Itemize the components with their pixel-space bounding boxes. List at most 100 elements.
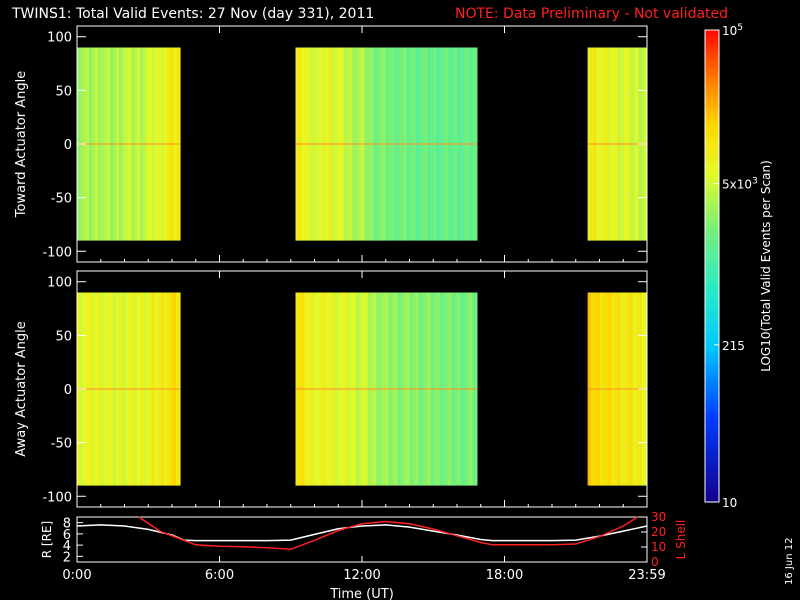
y-tick-label: 50	[55, 84, 72, 99]
colorbar-segment	[705, 486, 719, 491]
left-y-tick-label: 8	[63, 517, 71, 532]
colorbar-segment	[705, 146, 719, 151]
colorbar-segment	[705, 198, 719, 203]
colorbar-segment	[705, 282, 719, 287]
colorbar-segment	[705, 402, 719, 407]
y-axis-label: Away Actuator Angle	[14, 321, 29, 456]
left-y-tick-label: 4	[63, 539, 71, 554]
colorbar-segment	[705, 226, 719, 231]
colorbar-segment	[705, 374, 719, 379]
colorbar-segment	[705, 426, 719, 431]
colorbar-segment	[705, 398, 719, 403]
colorbar-segment	[705, 446, 719, 451]
r-axis-label: R [RE]	[40, 521, 54, 558]
colorbar-segment	[705, 66, 719, 71]
colorbar-segment	[705, 230, 719, 235]
colorbar-segment	[705, 134, 719, 139]
x-tick-label: 18:00	[486, 568, 523, 583]
colorbar-segment	[705, 86, 719, 91]
colorbar-segment	[705, 62, 719, 67]
colorbar-segment	[705, 170, 719, 175]
colorbar-segment	[705, 46, 719, 51]
colorbar-segment	[705, 350, 719, 355]
colorbar-segment	[705, 178, 719, 183]
colorbar-segment	[705, 162, 719, 167]
colorbar-segment	[705, 42, 719, 47]
colorbar-segment	[705, 334, 719, 339]
colorbar-segment	[705, 174, 719, 179]
colorbar-segment	[705, 222, 719, 227]
colorbar-segment	[705, 470, 719, 475]
colorbar-segment	[705, 314, 719, 319]
colorbar-segment	[705, 326, 719, 331]
y-tick-label: -100	[42, 245, 72, 260]
colorbar-segment	[705, 494, 719, 499]
y-tick-label: -50	[51, 437, 72, 452]
colorbar-segment	[705, 290, 719, 295]
y-tick-label: -100	[42, 490, 72, 505]
colorbar-segment	[705, 458, 719, 463]
x-axis-label: Time (UT)	[329, 587, 394, 600]
l-shell-axis-label: L Shell	[674, 520, 688, 560]
colorbar-segment	[705, 58, 719, 63]
colorbar-segment	[705, 142, 719, 147]
colorbar-segment	[705, 358, 719, 363]
colorbar-segment	[705, 190, 719, 195]
colorbar-segment	[705, 102, 719, 107]
colorbar-segment	[705, 490, 719, 495]
colorbar-segment	[705, 194, 719, 199]
colorbar-segment	[705, 434, 719, 439]
colorbar-segment	[705, 130, 719, 135]
colorbar-segment	[705, 270, 719, 275]
colorbar-segment	[705, 78, 719, 83]
colorbar-segment	[705, 278, 719, 283]
colorbar-segment	[705, 218, 719, 223]
colorbar-segment	[705, 274, 719, 279]
colorbar-segment	[705, 294, 719, 299]
colorbar-segment	[705, 382, 719, 387]
colorbar-segment	[705, 474, 719, 479]
chart-title: TWINS1: Total Valid Events: 27 Nov (day …	[12, 6, 375, 22]
colorbar-segment	[705, 430, 719, 435]
colorbar-frame	[704, 29, 720, 503]
y-tick-label: 50	[55, 329, 72, 344]
left-y-tick-label: 6	[63, 528, 71, 543]
colorbar-segment	[705, 206, 719, 211]
colorbar-segment	[705, 250, 719, 255]
colorbar-tick-label: 5x103	[722, 177, 758, 192]
colorbar-segment	[705, 166, 719, 171]
colorbar-segment	[705, 462, 719, 467]
colorbar-segment	[705, 118, 719, 123]
l-shell-line	[138, 516, 638, 551]
colorbar-segment	[705, 90, 719, 95]
colorbar-segment	[705, 386, 719, 391]
colorbar-segment	[705, 242, 719, 247]
x-tick-label: 0:00	[62, 568, 91, 583]
colorbar-segment	[705, 262, 719, 267]
colorbar-segment	[705, 346, 719, 351]
colorbar-segment	[705, 450, 719, 455]
colorbar-segment	[705, 394, 719, 399]
colorbar-segment	[705, 330, 719, 335]
colorbar-segment	[705, 110, 719, 115]
y-tick-label: 0	[64, 383, 72, 398]
colorbar-segment	[705, 202, 719, 207]
colorbar-segment	[705, 422, 719, 427]
colorbar-segment	[705, 366, 719, 371]
colorbar-segment	[705, 94, 719, 99]
colorbar-segment	[705, 498, 719, 503]
y-tick-label: 100	[47, 276, 72, 291]
colorbar-segment	[705, 442, 719, 447]
right-y-tick-label: 10	[651, 540, 666, 554]
colorbar-segment	[705, 210, 719, 215]
y-tick-label: -50	[51, 192, 72, 207]
colorbar-segment	[705, 246, 719, 251]
colorbar-segment	[705, 414, 719, 419]
colorbar-segment	[705, 370, 719, 375]
colorbar-segment	[705, 138, 719, 143]
preliminary-note: NOTE: Data Preliminary - Not validated	[455, 6, 729, 22]
colorbar-segment	[705, 70, 719, 75]
colorbar-segment	[705, 410, 719, 415]
right-y-tick-label: 30	[651, 510, 666, 524]
colorbar-segment	[705, 122, 719, 127]
